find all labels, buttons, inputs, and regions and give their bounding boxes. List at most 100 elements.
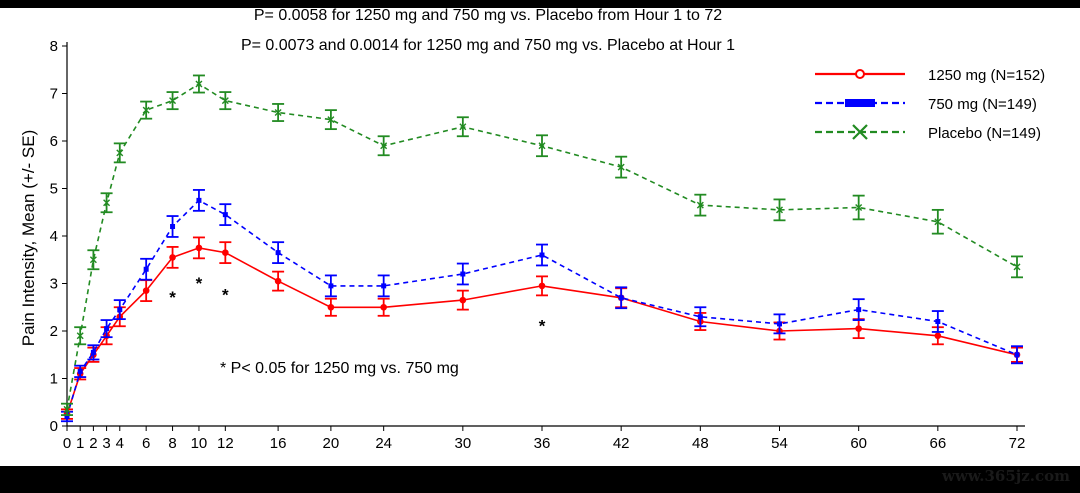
x-tick-label: 66 bbox=[929, 435, 946, 452]
x-tick-label: 1 bbox=[76, 435, 84, 452]
data-point bbox=[196, 197, 202, 203]
data-point bbox=[89, 256, 97, 264]
data-point bbox=[328, 283, 334, 289]
legend-marker bbox=[845, 99, 875, 107]
y-tick-label: 1 bbox=[50, 371, 58, 388]
data-point bbox=[116, 149, 124, 157]
data-point bbox=[935, 319, 941, 324]
x-tick-label: 20 bbox=[323, 435, 340, 452]
data-point bbox=[856, 307, 862, 313]
data-point bbox=[222, 212, 228, 218]
data-point bbox=[855, 204, 863, 211]
data-point bbox=[142, 287, 150, 294]
data-point bbox=[274, 109, 282, 116]
series-line bbox=[66, 247, 1018, 415]
data-point bbox=[327, 303, 335, 311]
data-point bbox=[538, 142, 546, 150]
x-tick-label: 54 bbox=[771, 435, 788, 452]
data-point bbox=[777, 321, 782, 327]
x-tick-label: 8 bbox=[168, 435, 176, 452]
y-tick-label: 8 bbox=[50, 38, 58, 55]
data-point bbox=[327, 116, 335, 124]
data-point bbox=[934, 218, 942, 226]
series-line bbox=[66, 83, 1018, 410]
data-point bbox=[380, 303, 387, 311]
x-tick-label: 4 bbox=[116, 435, 124, 452]
data-point bbox=[169, 97, 177, 105]
series-line bbox=[66, 199, 1018, 417]
data-point bbox=[934, 332, 942, 340]
x-tick-label: 10 bbox=[191, 435, 208, 452]
data-point bbox=[143, 266, 149, 272]
watermark: www.365jz.com bbox=[942, 467, 1070, 485]
x-tick-label: 48 bbox=[692, 435, 709, 452]
legend: 1250 mg (N=152) 750 mg (N=149) Placebo (N=… bbox=[815, 67, 1045, 142]
x-tick-label: 36 bbox=[534, 435, 551, 452]
data-point bbox=[380, 142, 388, 150]
data-point bbox=[117, 307, 123, 313]
y-tick-label: 7 bbox=[50, 86, 58, 103]
series-group bbox=[61, 74, 1023, 423]
data-point bbox=[617, 163, 625, 171]
legend-label: 1250 mg (N=152) bbox=[928, 67, 1045, 84]
data-point bbox=[776, 206, 783, 214]
data-point bbox=[381, 283, 387, 289]
data-point bbox=[538, 282, 546, 290]
data-point bbox=[64, 414, 70, 419]
significance-marker: * bbox=[222, 286, 229, 305]
x-tick-label: 72 bbox=[1009, 435, 1026, 452]
significance-markers: * * * * bbox=[169, 274, 545, 336]
legend-marker bbox=[855, 69, 865, 79]
data-point bbox=[195, 244, 203, 252]
data-point bbox=[90, 349, 96, 355]
legend-label: 750 mg (N=149) bbox=[928, 96, 1037, 113]
data-point bbox=[459, 296, 467, 304]
data-point bbox=[103, 199, 111, 207]
significance-marker: * bbox=[169, 288, 176, 307]
data-point bbox=[170, 224, 176, 229]
x-tick-label: 12 bbox=[217, 435, 234, 452]
x-tick-label: 0 bbox=[63, 435, 71, 452]
y-tick-label: 3 bbox=[50, 276, 58, 293]
data-point bbox=[539, 252, 545, 258]
chart-title-cutoff: P= 0.0058 for 1250 mg and 750 mg vs. Pla… bbox=[254, 7, 722, 24]
data-point bbox=[459, 123, 467, 131]
data-point bbox=[221, 97, 229, 105]
y-tick-label: 4 bbox=[50, 228, 58, 245]
data-point bbox=[696, 201, 704, 209]
data-point bbox=[274, 277, 282, 285]
data-point bbox=[1014, 352, 1020, 358]
y-tick-label: 0 bbox=[50, 418, 58, 435]
data-point bbox=[104, 326, 110, 332]
data-point bbox=[618, 295, 624, 301]
y-tick-label: 5 bbox=[50, 181, 58, 198]
x-tick-label: 60 bbox=[850, 435, 867, 452]
y-tick-label: 6 bbox=[50, 133, 58, 150]
data-point bbox=[63, 405, 71, 413]
data-point bbox=[855, 325, 862, 332]
data-point bbox=[275, 250, 281, 256]
data-point bbox=[460, 271, 466, 277]
x-tick-label: 16 bbox=[270, 435, 287, 452]
data-point bbox=[76, 332, 84, 340]
y-axis-label: Pain Intensity, Mean (+/- SE) bbox=[19, 130, 38, 347]
legend-label: Placebo (N=149) bbox=[928, 125, 1041, 142]
chart-background bbox=[0, 8, 1080, 466]
x-tick-label: 24 bbox=[375, 435, 392, 452]
significance-marker: * bbox=[196, 274, 203, 293]
chart-title: P= 0.0073 and 0.0014 for 1250 mg and 750… bbox=[241, 37, 735, 54]
x-tick-label: 30 bbox=[454, 435, 471, 452]
legend-marker bbox=[852, 124, 868, 140]
x-tick-label: 6 bbox=[142, 435, 150, 452]
x-tick-label: 3 bbox=[102, 435, 110, 452]
x-tick-label: 42 bbox=[613, 435, 630, 452]
data-point bbox=[697, 314, 703, 320]
x-tick-label: 2 bbox=[89, 435, 97, 452]
data-point bbox=[195, 80, 203, 88]
x-axis-label: Time Point Post-Surgery (Hours) bbox=[422, 470, 668, 489]
annotation-text: * P< 0.05 for 1250 mg vs. 750 mg bbox=[220, 360, 459, 377]
significance-marker: * bbox=[539, 317, 546, 336]
